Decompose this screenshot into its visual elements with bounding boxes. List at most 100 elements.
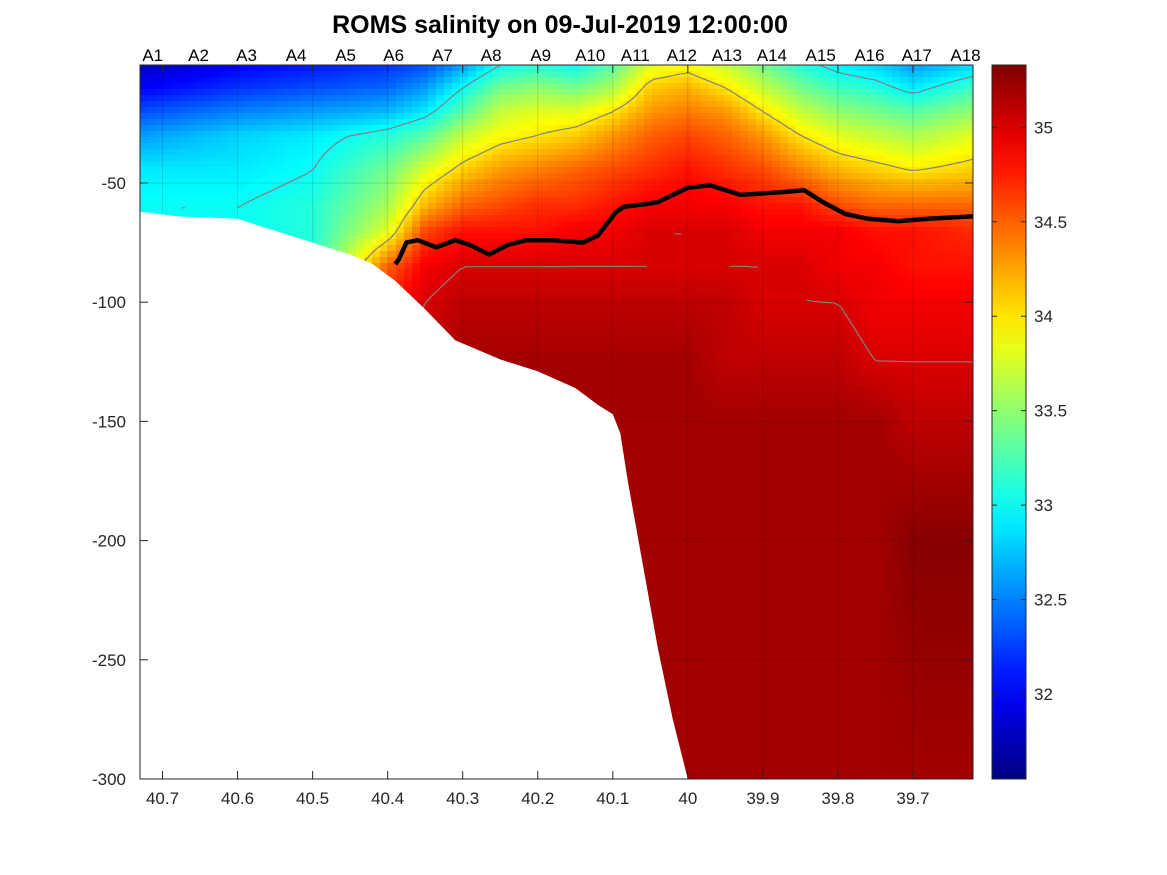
field-cell — [900, 251, 909, 258]
field-cell — [908, 227, 917, 234]
field-cell — [204, 137, 213, 144]
field-cell — [380, 95, 389, 102]
field-cell — [780, 251, 789, 258]
field-cell — [788, 119, 797, 126]
field-cell — [388, 215, 397, 222]
field-cell — [220, 203, 229, 210]
field-cell — [460, 317, 469, 324]
field-cell — [836, 251, 845, 258]
field-cell — [892, 341, 901, 348]
field-cell — [628, 173, 637, 180]
field-cell — [828, 107, 837, 114]
field-cell — [780, 119, 789, 126]
field-cell — [356, 233, 365, 240]
field-cell — [308, 119, 317, 126]
field-cell — [564, 335, 573, 342]
field-cell — [916, 137, 925, 144]
field-cell — [716, 215, 725, 222]
field-cell — [660, 311, 669, 318]
field-cell — [756, 245, 765, 252]
field-cell — [924, 71, 933, 78]
field-cell — [340, 155, 349, 162]
field-cell — [396, 263, 405, 270]
field-cell — [956, 317, 965, 324]
field-cell — [660, 89, 669, 96]
field-cell — [724, 191, 733, 198]
field-cell — [852, 203, 861, 210]
field-cell — [404, 125, 413, 132]
field-cell — [748, 215, 757, 222]
field-cell — [764, 293, 773, 300]
field-cell — [588, 347, 597, 354]
field-cell — [812, 179, 821, 186]
field-cell — [700, 311, 709, 318]
field-cell — [452, 71, 461, 78]
field-cell — [268, 131, 277, 138]
field-cell — [188, 89, 197, 96]
field-cell — [908, 239, 917, 246]
field-cell — [692, 95, 701, 102]
field-cell — [252, 185, 261, 192]
field-cell — [716, 95, 725, 102]
field-cell — [740, 305, 749, 312]
field-cell — [196, 125, 205, 132]
field-cell — [820, 251, 829, 258]
field-cell — [868, 335, 877, 342]
field-cell — [764, 167, 773, 174]
field-cell — [340, 95, 349, 102]
field-cell — [332, 83, 341, 90]
field-cell — [500, 317, 509, 324]
field-cell — [236, 185, 245, 192]
field-cell — [492, 191, 501, 198]
field-cell — [220, 125, 229, 132]
field-cell — [468, 95, 477, 102]
field-cell — [764, 119, 773, 126]
field-cell — [204, 179, 213, 186]
field-cell — [796, 71, 805, 78]
field-cell — [652, 137, 661, 144]
field-cell — [788, 149, 797, 156]
field-cell — [340, 149, 349, 156]
field-cell — [676, 137, 685, 144]
field-cell — [916, 113, 925, 120]
field-cell — [844, 323, 853, 330]
field-cell — [860, 227, 869, 234]
field-cell — [580, 161, 589, 168]
field-cell — [380, 245, 389, 252]
field-cell — [316, 107, 325, 114]
field-cell — [644, 287, 653, 294]
field-cell — [932, 173, 941, 180]
field-cell — [380, 143, 389, 150]
field-cell — [180, 203, 189, 210]
field-cell — [924, 323, 933, 330]
field-cell — [572, 275, 581, 282]
field-cell — [964, 119, 973, 126]
field-cell — [484, 173, 493, 180]
field-cell — [444, 203, 453, 210]
field-cell — [412, 209, 421, 216]
field-cell — [268, 113, 277, 120]
field-cell — [452, 137, 461, 144]
field-cell — [692, 209, 701, 216]
field-cell — [532, 281, 541, 288]
field-cell — [876, 149, 885, 156]
field-cell — [164, 101, 173, 108]
field-cell — [708, 233, 717, 240]
field-cell — [180, 137, 189, 144]
field-cell — [716, 179, 725, 186]
field-cell — [956, 107, 965, 114]
field-cell — [444, 299, 453, 306]
field-cell — [756, 275, 765, 282]
field-cell — [884, 311, 893, 318]
field-cell — [932, 191, 941, 198]
field-cell — [556, 335, 565, 342]
field-cell — [676, 305, 685, 312]
field-cell — [572, 107, 581, 114]
field-cell — [916, 293, 925, 300]
field-cell — [348, 221, 357, 228]
field-cell — [796, 257, 805, 264]
field-cell — [188, 107, 197, 114]
field-cell — [908, 251, 917, 258]
field-cell — [596, 257, 605, 264]
field-cell — [892, 125, 901, 132]
